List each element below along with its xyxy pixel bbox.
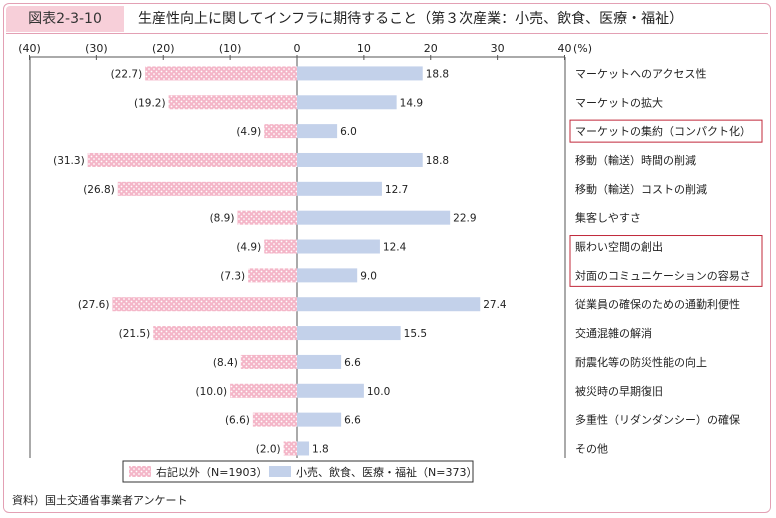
- bar-left: [252, 412, 297, 427]
- bar-right: [297, 297, 481, 312]
- bar-left: [112, 297, 297, 312]
- bar-left-value-label: (21.5): [119, 328, 151, 340]
- figure-frame: [3, 3, 771, 513]
- bar-left: [283, 441, 297, 456]
- bar-left: [240, 354, 297, 369]
- bar-left-value-label: (7.3): [220, 270, 245, 282]
- title-divider: [6, 33, 768, 34]
- bar-right-value-label: 1.8: [312, 443, 329, 455]
- category-label: 被災時の早期復旧: [575, 385, 663, 398]
- x-tick-label: 10: [357, 42, 371, 55]
- bar-right: [297, 441, 310, 456]
- category-label: 対面のコミュニケーションの容易さ: [575, 268, 751, 282]
- bar-right-value-label: 12.7: [385, 184, 408, 196]
- bar-right: [297, 383, 364, 398]
- bar-left: [264, 239, 297, 254]
- bar-left: [153, 326, 297, 341]
- x-tick-label: (20): [152, 42, 175, 55]
- bar-left-value-label: (22.7): [111, 68, 143, 80]
- bar-left-value-label: (8.4): [213, 357, 238, 369]
- bar-left-value-label: (8.9): [210, 213, 235, 225]
- bar-left: [168, 95, 297, 110]
- bar-left-value-label: (2.0): [256, 443, 281, 455]
- x-tick-label: 30: [491, 42, 505, 55]
- bar-left-value-label: (31.3): [53, 155, 85, 167]
- category-highlight-box: [569, 119, 763, 143]
- bar-left: [87, 152, 298, 167]
- legend-box: [122, 460, 474, 483]
- category-label: マーケットの集約（コンパクト化）: [575, 124, 751, 138]
- bar-right: [297, 95, 397, 110]
- bar-left-value-label: (26.8): [83, 184, 115, 196]
- bar-right-value-label: 14.9: [400, 97, 423, 109]
- source-note: 資料）国土交通省事業者アンケート: [12, 494, 188, 507]
- bar-right-value-label: 18.8: [426, 68, 449, 80]
- bar-left-value-label: (4.9): [236, 126, 261, 138]
- x-axis-unit: (%): [573, 42, 592, 55]
- x-tick-label: (10): [219, 42, 242, 55]
- category-label: 耐震化等の防災性能の向上: [575, 355, 707, 369]
- category-label: 従業員の確保のための通勤利便性: [575, 297, 740, 311]
- legend-swatch-left-series: [129, 466, 151, 477]
- bar-right: [297, 268, 358, 283]
- bar-right-value-label: 6.6: [344, 415, 361, 427]
- category-label: マーケットの拡大: [575, 95, 663, 109]
- category-label: 交通混雑の解消: [575, 326, 652, 340]
- bar-left: [230, 383, 297, 398]
- x-tick-label: 20: [424, 42, 438, 55]
- legend-swatch-right-series: [269, 466, 291, 477]
- bar-right: [297, 66, 423, 81]
- bar-right: [297, 152, 423, 167]
- category-label: 移動（輸送）時間の削減: [575, 153, 696, 167]
- category-label: 多重性（リダンダンシー）の確保: [575, 413, 740, 427]
- category-label: 集客しやすさ: [575, 211, 641, 225]
- legend-label-left-series: 右記以外（N=1903）: [156, 465, 267, 479]
- bar-left-value-label: (4.9): [236, 242, 261, 254]
- figure-title: 生産性向上に関してインフラに期待すること（第３次産業：小売、飲食、医療・福祉）: [138, 11, 684, 27]
- category-label: 賑わい空間の創出: [575, 240, 663, 254]
- bar-left-value-label: (27.6): [78, 299, 110, 311]
- bar-right-value-label: 27.4: [483, 299, 507, 311]
- category-highlight-box: [569, 235, 763, 287]
- bar-left: [248, 268, 297, 283]
- bar-left: [117, 181, 298, 196]
- bar-right: [297, 326, 401, 341]
- bar-right: [297, 181, 382, 196]
- bar-right-value-label: 15.5: [404, 328, 427, 340]
- bar-right-value-label: 22.9: [453, 213, 476, 225]
- bar-right-value-label: 6.0: [340, 126, 357, 138]
- bar-left-value-label: (19.2): [134, 97, 166, 109]
- legend-label-right-series: 小売、飲食、医療・福祉（N=373）: [296, 465, 477, 479]
- x-tick-label: 0: [294, 42, 301, 55]
- bar-right: [297, 124, 338, 139]
- category-label: 移動（輸送）コストの削減: [575, 182, 707, 196]
- bar-right-value-label: 18.8: [426, 155, 449, 167]
- category-label: マーケットへのアクセス性: [575, 66, 706, 80]
- bar-right-value-label: 12.4: [383, 242, 407, 254]
- bar-right: [297, 354, 342, 369]
- bar-right: [297, 210, 451, 225]
- bar-right: [297, 412, 342, 427]
- bar-left-value-label: (10.0): [196, 386, 228, 398]
- bar-right-value-label: 6.6: [344, 357, 361, 369]
- x-tick-label: (40): [18, 42, 41, 55]
- bar-right-value-label: 9.0: [360, 270, 377, 282]
- bar-right: [297, 239, 380, 254]
- figure-label: 図表2-3-10: [6, 6, 124, 32]
- bar-left: [264, 124, 297, 139]
- x-tick-label: 40: [558, 42, 572, 55]
- bar-left: [145, 66, 297, 81]
- bar-right-value-label: 10.0: [367, 386, 390, 398]
- category-label: その他: [575, 442, 608, 455]
- bar-left-value-label: (6.6): [225, 415, 250, 427]
- bar-left: [237, 210, 297, 225]
- x-tick-label: (30): [85, 42, 108, 55]
